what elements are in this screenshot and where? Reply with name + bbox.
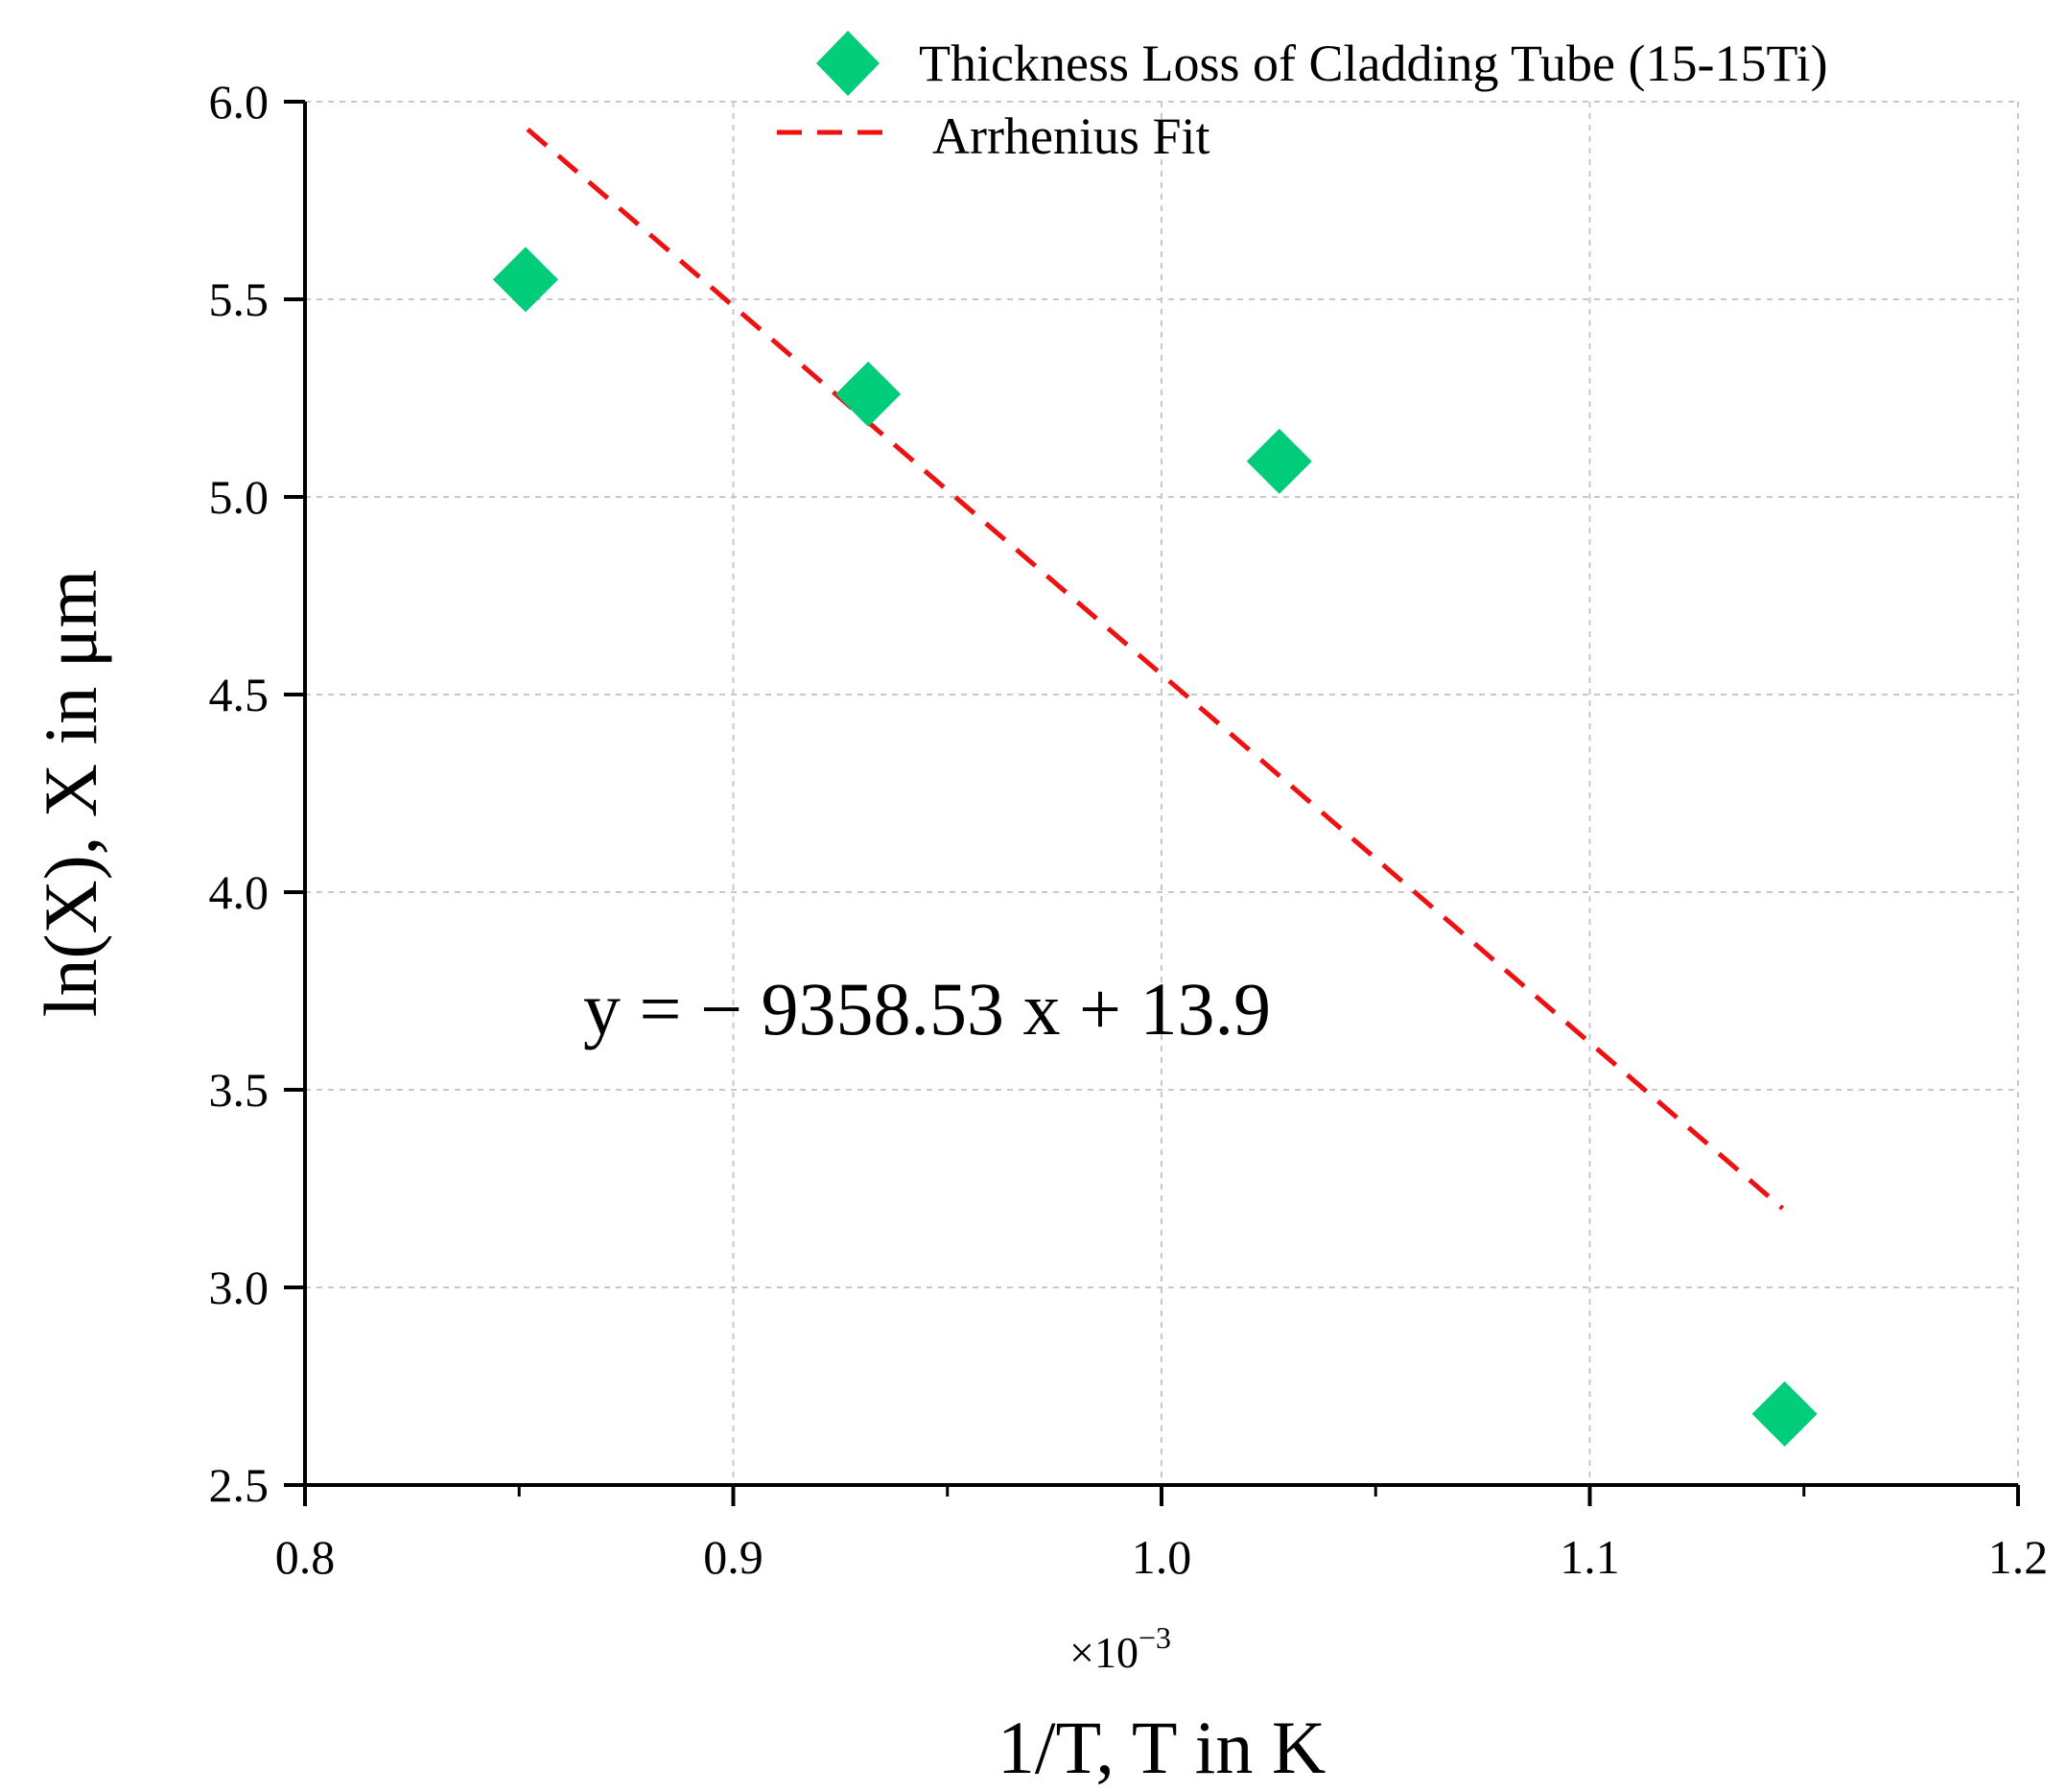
data-points	[492, 247, 1818, 1447]
fit-equation: y = − 9358.53 x + 13.9	[583, 967, 1271, 1050]
grid-lines	[305, 101, 2019, 1485]
x-tick-label: 1.1	[1560, 1530, 1620, 1584]
y-tick-label: 4.0	[209, 865, 270, 919]
y-ticks: 2.5 3.0 3.5 4.0 4.5 5.0 5.5 6.0	[209, 75, 305, 1512]
x-tick-label: 1.0	[1132, 1530, 1192, 1584]
x-ticks: 0.8 0.9 1.0 1.1 1.2	[275, 1485, 2049, 1584]
x-multiplier: ×10−3	[1069, 1620, 1171, 1677]
fit-series	[526, 127, 1785, 1211]
data-point	[492, 247, 558, 313]
x-tick-label: 1.2	[1988, 1530, 2049, 1584]
legend-label-fit: Arrhenius Fit	[932, 107, 1210, 165]
legend-marker-diamond-icon	[816, 31, 880, 96]
y-tick-label: 5.5	[209, 272, 270, 326]
y-axis-title: ln(X), X in μm	[29, 570, 112, 1017]
y-tick-label: 3.0	[209, 1261, 270, 1314]
y-tick-label: 5.0	[209, 470, 270, 524]
y-tick-label: 2.5	[209, 1458, 270, 1512]
y-tick-label: 6.0	[209, 75, 270, 129]
x-multiplier-exponent: −3	[1139, 1620, 1171, 1655]
y-tick-label: 3.5	[209, 1063, 270, 1117]
y-tick-label: 4.5	[209, 668, 270, 721]
fit-line	[526, 127, 1785, 1211]
x-tick-label: 0.9	[703, 1530, 763, 1584]
x-axis-title: 1/T, T in K	[998, 1706, 1326, 1789]
data-point	[1751, 1380, 1818, 1447]
legend-label-scatter: Thickness Loss of Cladding Tube (15-15Ti…	[919, 35, 1828, 92]
data-point	[835, 361, 902, 427]
x-multiplier-base: ×10	[1069, 1628, 1139, 1677]
x-tick-label: 0.8	[275, 1530, 336, 1584]
legend: Thickness Loss of Cladding Tube (15-15Ti…	[777, 31, 1828, 165]
data-point	[1246, 428, 1312, 494]
